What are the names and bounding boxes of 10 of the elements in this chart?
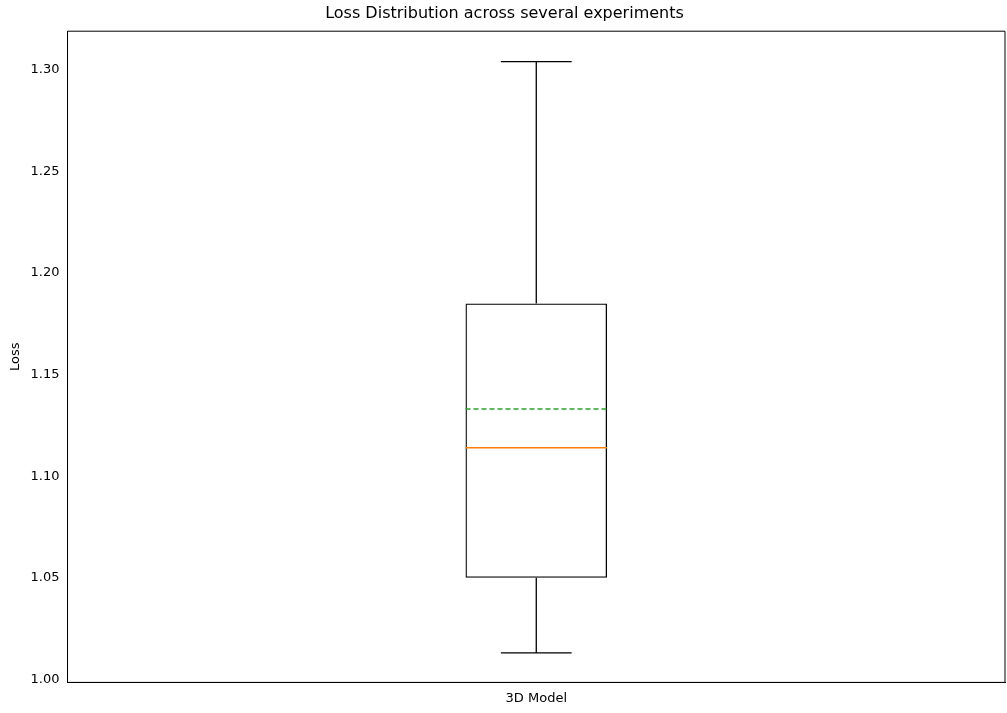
- y-tick-label: 1.20: [30, 264, 60, 280]
- y-tick-label: 1.05: [30, 569, 60, 585]
- chart-title: Loss Distribution across several experiments: [325, 2, 684, 22]
- y-tick-label: 1.30: [30, 61, 60, 77]
- y-axis-title: Loss: [7, 342, 23, 372]
- x-tick-label: 3D Model: [505, 689, 567, 705]
- y-tick-label: 1.15: [30, 365, 60, 381]
- y-tick-label: 1.10: [30, 467, 60, 483]
- y-tick-label: 1.25: [30, 162, 60, 178]
- y-tick-label: 1.00: [30, 670, 60, 686]
